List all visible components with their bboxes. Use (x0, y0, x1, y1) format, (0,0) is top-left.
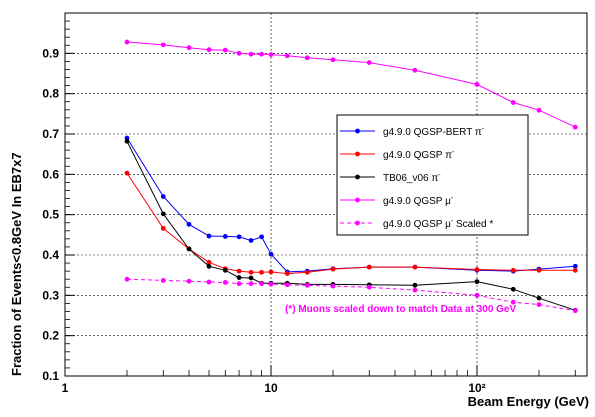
annotation-text: (*) Muons scaled down to match Data at 3… (285, 304, 516, 315)
series-point-4 (367, 285, 372, 290)
series-point-2 (125, 139, 130, 144)
series-point-1 (573, 268, 578, 273)
y-tick-label: 0.6 (42, 167, 59, 181)
legend-marker (355, 129, 360, 134)
series-point-1 (511, 268, 516, 273)
series-point-2 (537, 296, 542, 301)
legend-label: g4.9.0 QGSP μ- (383, 195, 454, 207)
series-point-3 (511, 100, 516, 105)
series-point-1 (161, 226, 166, 231)
series-point-4 (269, 282, 274, 287)
series-point-3 (237, 51, 242, 56)
series-point-4 (125, 277, 130, 282)
y-tick-label: 0.4 (42, 248, 59, 262)
legend-marker (355, 175, 360, 180)
series-point-0 (249, 238, 254, 243)
series-point-2 (413, 283, 418, 288)
series-point-3 (161, 42, 166, 47)
series-point-4 (305, 283, 310, 288)
series-point-4 (285, 282, 290, 287)
y-tick-label: 0.1 (42, 369, 59, 383)
series-point-3 (537, 108, 542, 113)
series-point-4 (475, 293, 480, 298)
series-point-4 (187, 279, 192, 284)
series-point-4 (573, 308, 578, 313)
series-point-1 (259, 270, 264, 275)
series-point-3 (125, 40, 130, 45)
series-point-2 (207, 264, 212, 269)
legend-label: TB06_v06 π- (383, 172, 441, 184)
series-point-1 (413, 265, 418, 270)
series-point-2 (223, 268, 228, 273)
series-point-2 (249, 276, 254, 281)
series-point-1 (331, 267, 336, 272)
series-point-3 (269, 52, 274, 57)
legend-label: g4.9.0 QGSP-BERT π- (383, 126, 485, 138)
series-point-4 (331, 284, 336, 289)
series-point-4 (207, 280, 212, 285)
legend-marker (355, 221, 360, 226)
legend-marker (355, 152, 360, 157)
series-point-1 (537, 268, 542, 273)
series-point-2 (475, 279, 480, 284)
series-point-0 (161, 194, 166, 199)
y-tick-label: 0.5 (42, 208, 59, 222)
series-point-0 (187, 222, 192, 227)
legend-label: g4.9.0 QGSP π- (383, 149, 455, 161)
y-tick-label: 0.3 (42, 288, 59, 302)
series-point-3 (367, 60, 372, 65)
series-point-3 (259, 52, 264, 57)
x-tick-label: 10² (468, 381, 485, 395)
y-tick-label: 0.2 (42, 329, 59, 343)
series-point-3 (331, 57, 336, 62)
series-point-3 (573, 125, 578, 130)
series-point-1 (367, 265, 372, 270)
series-point-0 (207, 234, 212, 239)
y-tick-label: 0.9 (42, 46, 59, 60)
y-axis-title: Fraction of Events<0.8GeV In EB7x7 (9, 152, 24, 376)
series-point-3 (207, 47, 212, 52)
x-axis-title: Beam Energy (GeV) (468, 394, 589, 409)
series-point-1 (305, 270, 310, 275)
series-point-3 (249, 52, 254, 57)
series-point-0 (269, 252, 274, 257)
series-point-2 (161, 211, 166, 216)
x-tick-label: 1 (62, 381, 69, 395)
x-tick-label: 10 (264, 381, 278, 395)
series-point-3 (187, 45, 192, 50)
series-point-1 (475, 267, 480, 272)
series-point-0 (223, 234, 228, 239)
legend-label-suffix: Scaled * (453, 219, 493, 230)
series-point-1 (125, 171, 130, 176)
series-point-3 (475, 82, 480, 87)
series-point-3 (413, 68, 418, 73)
legend-marker (355, 198, 360, 203)
series-point-4 (537, 302, 542, 307)
series-point-4 (249, 281, 254, 286)
series-point-1 (249, 270, 254, 275)
series-point-4 (223, 280, 228, 285)
y-tick-label: 0.7 (42, 127, 59, 141)
series-point-1 (285, 271, 290, 276)
series-point-2 (511, 287, 516, 292)
series-point-4 (161, 278, 166, 283)
series-point-0 (259, 234, 264, 239)
series-point-4 (413, 288, 418, 293)
series-point-3 (305, 55, 310, 60)
series-point-0 (237, 234, 242, 239)
series-point-2 (187, 247, 192, 252)
series-point-3 (223, 48, 228, 53)
series-point-1 (237, 269, 242, 274)
legend: g4.9.0 QGSP-BERT π-g4.9.0 QGSP π- TB06_v0… (337, 115, 528, 235)
series-point-4 (237, 281, 242, 286)
series-point-4 (259, 281, 264, 286)
series-point-1 (269, 270, 274, 275)
legend-label: g4.9.0 QGSP μ- Scaled * (383, 218, 493, 230)
series-point-2 (237, 275, 242, 280)
series-point-3 (285, 53, 290, 58)
y-tick-label: 0.8 (42, 87, 59, 101)
